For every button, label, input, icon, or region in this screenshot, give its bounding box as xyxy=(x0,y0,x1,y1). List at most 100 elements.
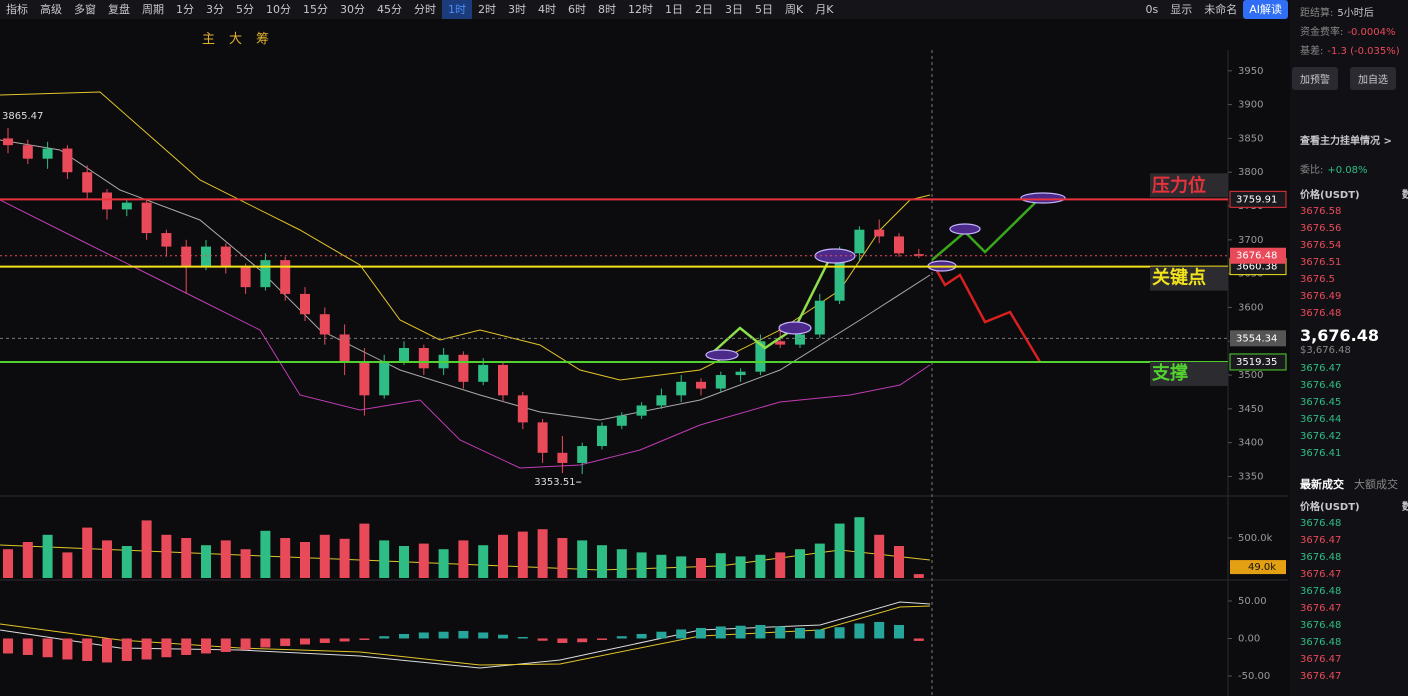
period-button[interactable]: 12时 xyxy=(628,3,653,16)
candle-body xyxy=(854,229,865,254)
macd-bar xyxy=(676,629,687,639)
display-button[interactable]: 显示 xyxy=(1170,3,1193,16)
volume-bar xyxy=(260,530,271,578)
period-button[interactable]: 30分 xyxy=(340,3,365,16)
candle-body xyxy=(82,172,93,193)
toolbar-button[interactable]: 指标 xyxy=(6,3,28,16)
macd-bar xyxy=(656,631,667,639)
chart-bg xyxy=(0,50,1288,696)
volume-bar xyxy=(557,538,568,578)
period-button[interactable]: 8时 xyxy=(598,3,616,16)
bid-price: 3676.47 xyxy=(1300,363,1342,374)
candle-body xyxy=(121,202,132,210)
macd-bar xyxy=(616,636,627,639)
volume-bar xyxy=(814,543,825,578)
period-button[interactable]: 3时 xyxy=(508,3,526,16)
period-button[interactable]: 2时 xyxy=(478,3,496,16)
period-button[interactable]: 分时 xyxy=(414,3,436,16)
volume-bar xyxy=(201,545,211,578)
marker xyxy=(705,349,739,361)
toolbar-button[interactable]: 高级 xyxy=(40,3,62,16)
indicator-button[interactable]: 大 xyxy=(229,31,243,47)
boll-upper xyxy=(0,91,931,381)
period-button[interactable]: 1时 xyxy=(442,0,472,19)
annotation-layer: 压力位 3759.91 关键点 3660.38 支撑 3519.35 3676.48 3554… xyxy=(0,173,1287,386)
period-button[interactable]: 10分 xyxy=(266,3,291,16)
period-button[interactable]: 1分 xyxy=(176,3,194,16)
trade-price: 3676.47 xyxy=(1300,603,1342,614)
value: 5小时后 xyxy=(1337,8,1374,19)
macd-bar xyxy=(339,638,350,642)
panel-button[interactable]: 加自选 xyxy=(1350,67,1396,90)
toolbar-button[interactable]: 周期 xyxy=(142,3,164,16)
button-row: 加预警 加自选 xyxy=(1290,63,1408,90)
period-button[interactable]: 月K xyxy=(815,3,834,16)
volume-bar xyxy=(82,527,93,578)
value: -1.3 (-0.035%) xyxy=(1327,46,1400,57)
candle-body xyxy=(557,452,568,463)
high-label: 3865.47 xyxy=(2,111,43,122)
panel-button[interactable]: 加预警 xyxy=(1292,67,1338,90)
last-price: 3,676.48 xyxy=(1300,326,1379,345)
label: 基差: xyxy=(1300,46,1324,57)
level-tag-label: 3660.38 xyxy=(1236,262,1277,273)
macd-bar xyxy=(399,633,409,639)
y-tick-label: 3700 xyxy=(1238,235,1263,246)
level-tag-label: 3759.91 xyxy=(1236,194,1277,205)
volume-bar xyxy=(795,549,805,578)
volume-bar xyxy=(220,540,231,578)
trade-price: 3676.47 xyxy=(1300,535,1342,546)
volume-bar xyxy=(834,523,845,578)
projection-up xyxy=(709,257,832,356)
period-button[interactable]: 3日 xyxy=(725,3,743,16)
period-button[interactable]: 2日 xyxy=(695,3,713,16)
header: 数 xyxy=(1402,502,1408,513)
macd-bar xyxy=(102,638,112,663)
bid-price: 3676.42 xyxy=(1300,431,1342,442)
macd-bar xyxy=(62,638,73,660)
macd-bar xyxy=(814,629,825,639)
ask-price: 3676.49 xyxy=(1300,291,1342,302)
y-tick-label: 3800 xyxy=(1238,167,1263,178)
tab[interactable]: 大额成交 xyxy=(1354,478,1398,491)
macd-bar xyxy=(141,638,152,660)
candle-body xyxy=(3,138,13,146)
candle-body xyxy=(715,375,726,389)
candle-body xyxy=(894,236,904,254)
toolbar-button[interactable]: 多窗 xyxy=(74,3,96,16)
tab[interactable]: 最新成交 xyxy=(1300,478,1344,491)
level-label-bg xyxy=(1150,266,1228,291)
indicator-button[interactable]: 筹 xyxy=(256,31,270,47)
period-button[interactable]: 5日 xyxy=(755,3,773,16)
ai-button[interactable]: AI解读 xyxy=(1243,0,1288,19)
volume-bar xyxy=(181,538,192,578)
macd-bar xyxy=(260,638,271,648)
volume-bar xyxy=(359,523,370,578)
period-button[interactable]: 4时 xyxy=(538,3,556,16)
period-button[interactable]: 45分 xyxy=(377,3,402,16)
candle-body xyxy=(161,233,172,247)
period-button[interactable]: 5分 xyxy=(236,3,254,16)
macd-bar xyxy=(755,624,766,639)
candle-body xyxy=(775,341,786,345)
settle-row: 距结算: 5小时后 xyxy=(1290,2,1408,21)
header: 数 xyxy=(1402,190,1408,201)
period-button[interactable]: 15分 xyxy=(303,3,328,16)
candle-body xyxy=(220,246,231,267)
macd-bar xyxy=(82,638,93,661)
macd-bar xyxy=(220,638,231,652)
volume-bar xyxy=(240,549,251,578)
volume-bar xyxy=(874,534,885,578)
period-button[interactable]: 1日 xyxy=(665,3,683,16)
period-button[interactable]: 6时 xyxy=(568,3,586,16)
orders-link[interactable]: 查看主力挂单情况 > xyxy=(1300,136,1392,147)
period-button[interactable]: 3分 xyxy=(206,3,224,16)
period-button[interactable]: 周K xyxy=(785,3,804,16)
candle-body xyxy=(755,341,766,372)
workspace-button[interactable]: 未命名 xyxy=(1204,3,1238,16)
macd-bar xyxy=(775,626,786,639)
indicator-button[interactable]: 主 xyxy=(202,31,216,47)
volume-bar xyxy=(517,531,528,578)
toolbar-button[interactable]: 复盘 xyxy=(108,3,130,16)
